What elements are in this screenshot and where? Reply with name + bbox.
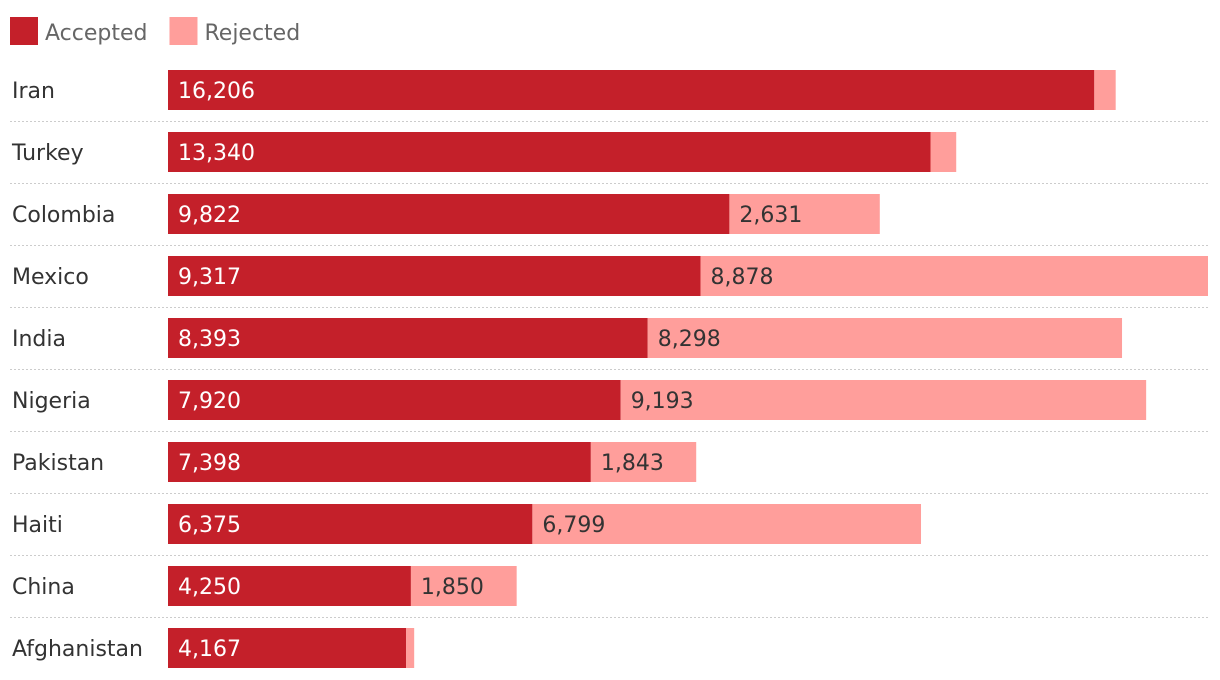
category-label: Mexico: [12, 265, 89, 290]
value-label-accepted-iran: 16,206: [178, 79, 255, 104]
category-label: India: [12, 327, 66, 352]
value-label-accepted-pakistan: 7,398: [178, 451, 241, 476]
category-label: Afghanistan: [12, 637, 143, 662]
legend-label-rejected: Rejected: [204, 21, 300, 46]
bar-accepted-afghanistan: [168, 628, 407, 668]
value-label-accepted-india: 8,393: [178, 327, 241, 352]
bar-rejected-iran: [1094, 70, 1116, 110]
value-label-rejected-colombia: 2,631: [739, 203, 802, 228]
value-label-accepted-mexico: 9,317: [178, 265, 241, 290]
value-label-accepted-nigeria: 7,920: [178, 389, 241, 414]
row-iran: Iran 16,206: [10, 70, 1208, 122]
legend-swatch-rejected: [169, 17, 198, 45]
category-label: Turkey: [11, 141, 84, 166]
legend-label-accepted: Accepted: [45, 21, 147, 46]
bar-accepted-iran: [168, 70, 1095, 110]
bar-accepted-haiti: [168, 504, 533, 544]
row-afghanistan: Afghanistan 4,167: [12, 628, 415, 668]
bar-rejected-nigeria: [620, 380, 1147, 420]
row-turkey: Turkey 13,340: [10, 132, 1208, 184]
bar-accepted-colombia: [168, 194, 730, 234]
value-label-rejected-pakistan: 1,843: [601, 451, 664, 476]
bar-rejected-haiti: [532, 504, 922, 544]
category-label: Colombia: [12, 203, 115, 228]
row-pakistan: Pakistan 7,398 1,843: [10, 442, 1208, 494]
row-china: China 4,250 1,850: [10, 566, 1208, 618]
value-label-rejected-nigeria: 9,193: [631, 389, 694, 414]
bar-rejected-china: [410, 566, 517, 606]
value-label-accepted-haiti: 6,375: [178, 513, 241, 538]
category-label: Haiti: [12, 513, 63, 538]
value-label-rejected-haiti: 6,799: [542, 513, 605, 538]
value-label-accepted-turkey: 13,340: [178, 141, 255, 166]
bar-accepted-mexico: [168, 256, 701, 296]
category-label: Iran: [12, 79, 55, 104]
legend: Accepted Rejected: [10, 17, 300, 46]
value-label-accepted-afghanistan: 4,167: [178, 637, 241, 662]
row-india: India 8,393 8,298: [10, 318, 1208, 370]
row-colombia: Colombia 9,822 2,631: [10, 194, 1208, 246]
legend-swatch-accepted: [10, 17, 38, 45]
bar-accepted-pakistan: [168, 442, 591, 482]
chart-rows: Iran 16,206 Turkey 13,340 Colombia 9,822 2,631…: [10, 70, 1208, 668]
row-mexico: Mexico 9,317 8,878: [10, 256, 1208, 308]
category-label: Pakistan: [12, 451, 104, 476]
bar-accepted-china: [168, 566, 411, 606]
category-label: China: [12, 575, 75, 600]
value-label-accepted-china: 4,250: [178, 575, 241, 600]
row-nigeria: Nigeria 7,920 9,193: [10, 380, 1208, 432]
value-label-accepted-colombia: 9,822: [178, 203, 241, 228]
bar-rejected-colombia: [729, 194, 880, 234]
row-haiti: Haiti 6,375 6,799: [10, 504, 1208, 556]
bar-rejected-pakistan: [590, 442, 697, 482]
value-label-rejected-china: 1,850: [421, 575, 484, 600]
bar-rejected-afghanistan: [406, 628, 415, 668]
bar-accepted-nigeria: [168, 380, 621, 420]
bar-rejected-india: [647, 318, 1123, 358]
category-label: Nigeria: [12, 389, 91, 414]
bar-rejected-mexico: [700, 256, 1208, 296]
bar-accepted-india: [168, 318, 648, 358]
value-label-rejected-india: 8,298: [658, 327, 721, 352]
bar-rejected-turkey: [930, 132, 957, 172]
value-label-rejected-mexico: 8,878: [711, 265, 774, 290]
bar-accepted-turkey: [168, 132, 931, 172]
